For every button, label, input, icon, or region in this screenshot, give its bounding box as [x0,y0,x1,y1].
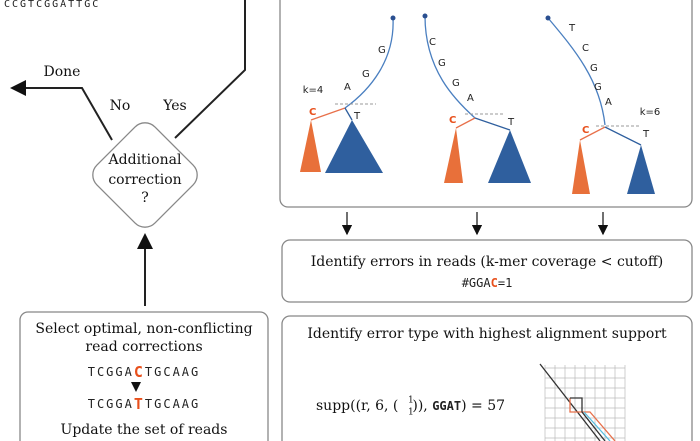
formula: supp((r, 6, ()), GGAT) = 57 [316,398,505,414]
seq-part: TGCAAG [145,365,200,379]
kmer-part: =1 [498,276,512,290]
tree-arrows [341,212,609,236]
yes-line [174,0,246,139]
kmer-highlight: C [491,276,498,290]
sequence-after: TCGGATTGCAAG [88,395,201,413]
down-triangle [131,382,141,392]
type-box [281,315,693,441]
seq-part: TCGGA [88,397,134,411]
tree-letter: G [590,63,598,74]
decision-text: ? [141,190,149,206]
kmer-part: #GGA [462,276,492,290]
tree-letter: T [507,117,515,128]
trees-box [279,0,693,208]
done-arrow [10,80,113,141]
formula-bottom: 1 [408,408,414,418]
tree-letter: G [452,78,460,89]
tree-letter: A [467,93,474,104]
seq-part: TCGGA [88,365,134,379]
decision-diamond [92,122,198,228]
yes-label: Yes [162,98,187,114]
tree-shapes [300,13,655,194]
k-label: k=4 [303,85,324,96]
formula-part: ) = 57 [461,398,505,414]
seq-part: TGCAAG [145,397,200,411]
done-label: Done [44,64,81,80]
select-title: read corrections [85,339,202,355]
select-box [19,311,269,441]
seq-highlight: T [134,395,145,413]
formula-part: supp((r, 6, ( [316,398,398,414]
tree-letter: G [438,58,446,69]
kmer-count: #GGAC=1 [462,276,513,290]
tree-error: C [582,125,589,136]
formula-top: 1 [408,396,414,406]
tree-letter: T [642,129,650,140]
errors-title: Identify errors in reads (k-mer coverage… [311,254,664,270]
decision-text: correction [108,172,181,188]
k-label: k=6 [640,107,661,118]
tree-letter: T [353,111,361,122]
errors-box [281,239,693,303]
seq-highlight: C [134,363,145,381]
tree-letter: A [344,82,351,93]
type-title: Identify error type with highest alignme… [307,326,667,342]
sequence-before: TCGGACTGCAAG [88,363,201,381]
decision-text: Additional [108,152,182,168]
alignment-paths [539,363,616,441]
tree-letter: C [429,37,436,48]
tree-error: C [309,107,316,118]
tree-letter: G [362,69,370,80]
select-title: Select optimal, non-conflicting [35,321,252,337]
tree-letter: T [568,23,576,34]
no-label: No [110,98,131,114]
top-sequence: CCGTCGGATTGC [4,0,100,10]
flow-lines [10,0,246,306]
tree-error: C [449,115,456,126]
formula-kmer: GGAT [432,399,461,413]
select-footer: Update the set of reads [61,422,228,438]
tree-letter: G [378,45,386,56]
tree-letter: G [594,82,602,93]
formula-part: )), [412,398,432,414]
tree-letter: C [582,43,589,54]
tree-letter: A [605,97,612,108]
